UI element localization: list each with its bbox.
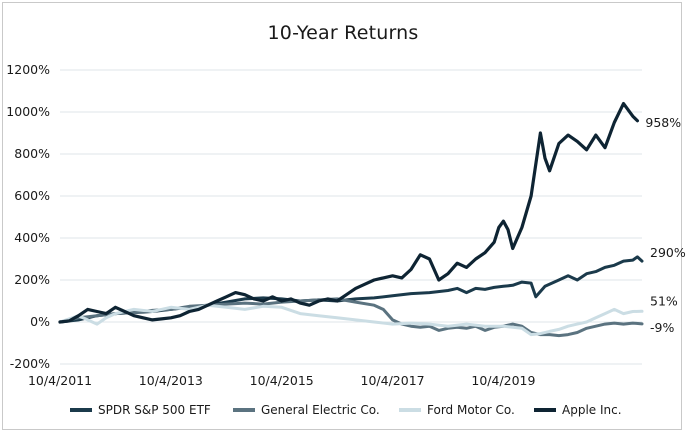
series-line — [58, 303, 644, 337]
x-tick-label: 10/4/2017 — [361, 373, 425, 388]
end-label: 958% — [645, 115, 681, 130]
x-tick-label: 10/4/2013 — [139, 373, 203, 388]
chart-title: 10-Year Returns — [267, 22, 419, 44]
legend-item: Apple Inc. — [534, 403, 622, 417]
end-label: 51% — [650, 293, 678, 308]
legend-label: General Electric Co. — [261, 403, 380, 417]
legend-item: Ford Motor Co. — [399, 403, 515, 417]
series-line — [58, 102, 639, 324]
chart-frame — [2, 2, 682, 430]
y-tick-label: 0% — [30, 314, 50, 329]
legend-item: General Electric Co. — [233, 403, 380, 417]
y-tick-label: 200% — [14, 272, 50, 287]
x-axis-ticks: 10/4/2011 10/4/2013 10/4/2015 10/4/2017 10/4… — [28, 373, 536, 388]
legend-label: Ford Motor Co. — [427, 403, 515, 417]
x-tick-label: 10/4/2011 — [28, 373, 92, 388]
x-tick-label: 10/4/2015 — [250, 373, 314, 388]
series-lines — [58, 102, 644, 338]
y-tick-label: 800% — [14, 146, 50, 161]
legend-label: Apple Inc. — [562, 403, 622, 417]
y-tick-label: 600% — [14, 188, 50, 203]
legend-label: SPDR S&P 500 ETF — [98, 403, 211, 417]
y-axis-ticks: -200% 0% 200% 400% 600% 800% 1000% 1200% — [6, 62, 50, 371]
end-labels: 290% -9% 51% 958% — [645, 115, 685, 335]
end-label: 290% — [650, 245, 686, 260]
legend: SPDR S&P 500 ETF General Electric Co. Ford… — [70, 403, 622, 417]
x-tick-label: 10/4/2019 — [471, 373, 535, 388]
y-tick-label: 1200% — [6, 62, 50, 77]
y-tick-label: 1000% — [6, 104, 50, 119]
grid-lines — [60, 69, 642, 365]
y-tick-label: -200% — [10, 356, 50, 371]
y-tick-label: 400% — [14, 230, 50, 245]
end-label: -9% — [650, 320, 674, 335]
legend-item: SPDR S&P 500 ETF — [70, 403, 211, 417]
